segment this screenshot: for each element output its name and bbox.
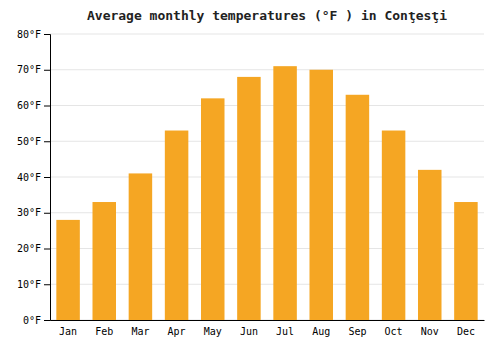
x-tick-label: Jan <box>59 326 77 337</box>
y-tick: 0°F <box>23 315 50 326</box>
x-tick: Nov <box>421 326 439 337</box>
x-tick: Dec <box>457 326 475 337</box>
x-tick-label: Nov <box>421 326 439 337</box>
y-tick-label: 40°F <box>17 172 41 183</box>
bar <box>418 170 442 320</box>
y-tick: 10°F <box>17 279 50 290</box>
y-tick-mark <box>44 34 50 35</box>
y-tick-label: 10°F <box>17 279 41 290</box>
x-tick: Jun <box>240 326 258 337</box>
y-tick-mark <box>44 213 50 214</box>
y-tick-label: 80°F <box>17 29 41 40</box>
bar <box>165 131 189 320</box>
x-tick-label: Apr <box>168 326 186 337</box>
y-tick-mark <box>44 141 50 142</box>
y-tick-mark <box>44 177 50 178</box>
title: Average monthly temperatures (°F ) in Co… <box>87 8 447 23</box>
y-tick-label: 50°F <box>17 136 41 147</box>
x-tick: Mar <box>131 326 149 337</box>
grid <box>50 34 484 320</box>
y-tick: 20°F <box>17 243 50 254</box>
bar <box>273 66 297 320</box>
x-tick-label: Feb <box>95 326 113 337</box>
bar <box>309 70 333 320</box>
grid-line <box>50 69 484 70</box>
grid-line <box>50 105 484 106</box>
x-tick: Apr <box>168 326 186 337</box>
x-axis-line <box>51 320 485 321</box>
x-tick-label: Mar <box>131 326 149 337</box>
y-tick-label: 70°F <box>17 64 41 75</box>
x-tick: Oct <box>385 326 403 337</box>
plot-area: 0°F 10°F 20°F 30°F 40°F 50°F 60°F 70°F 80°F Jan Fe… <box>17 29 485 337</box>
grid-line <box>50 141 484 142</box>
x-tick: Jan <box>59 326 77 337</box>
y-tick-label: 60°F <box>17 100 41 111</box>
y-tick-label: 0°F <box>23 315 41 326</box>
bar <box>56 220 80 320</box>
x-tick-label: Aug <box>312 326 330 337</box>
bar <box>454 202 478 320</box>
x-axis: Jan Feb Mar Apr May Jun Jul Aug Sep Oct Nov Dec <box>51 321 485 338</box>
y-tick-label: 20°F <box>17 243 41 254</box>
y-tick-mark <box>44 249 50 250</box>
x-tick-label: Oct <box>385 326 403 337</box>
bar <box>346 95 370 320</box>
bar <box>201 98 225 320</box>
y-axis-line <box>44 35 51 321</box>
chart-container: 0°F 10°F 20°F 30°F 40°F 50°F 60°F 70°F 80°F Jan Fe… <box>0 0 500 350</box>
x-tick: Aug <box>312 326 330 337</box>
x-tick-label: Jul <box>276 326 294 337</box>
y-tick-label: 30°F <box>17 207 41 218</box>
y-tick-mark <box>44 284 50 285</box>
y-tick-mark <box>44 70 50 71</box>
bar <box>92 202 116 320</box>
y-tick: 40°F <box>17 172 50 183</box>
y-tick: 50°F <box>17 136 50 147</box>
bar <box>129 173 153 320</box>
x-tick-label: Sep <box>348 326 366 337</box>
y-tick: 80°F <box>17 29 50 40</box>
x-tick: Feb <box>95 326 113 337</box>
x-tick: May <box>204 326 222 337</box>
y-tick: 30°F <box>17 207 50 218</box>
y-tick: 70°F <box>17 64 50 75</box>
x-tick: Jul <box>276 326 294 337</box>
x-tick-label: Dec <box>457 326 475 337</box>
bar <box>237 77 261 320</box>
bar <box>382 131 406 320</box>
bars <box>56 66 477 320</box>
y-tick-mark <box>44 320 50 321</box>
grid-line <box>50 34 484 35</box>
x-tick-label: Jun <box>240 326 258 337</box>
x-tick-label: May <box>204 326 222 337</box>
y-tick-mark <box>44 106 50 107</box>
y-axis: 0°F 10°F 20°F 30°F 40°F 50°F 60°F 70°F 80°F <box>17 29 51 326</box>
chart-svg: 0°F 10°F 20°F 30°F 40°F 50°F 60°F 70°F 80°F Jan Fe… <box>0 0 500 350</box>
y-tick: 60°F <box>17 100 50 111</box>
x-tick: Sep <box>348 326 366 337</box>
